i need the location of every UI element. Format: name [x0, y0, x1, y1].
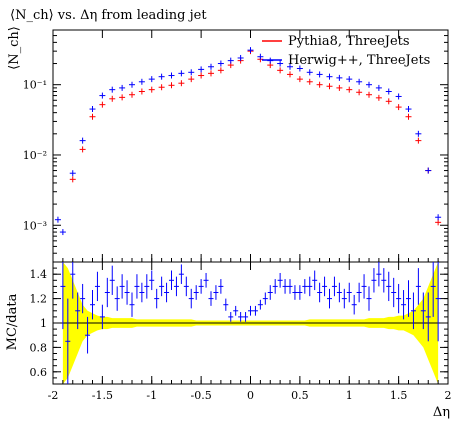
x-tick-label: -0.5	[191, 389, 212, 402]
ratio-data-points	[60, 262, 441, 384]
x-tick-label: 2	[445, 389, 452, 402]
main-y-ticks: 10⁻³ 10⁻² 10⁻¹	[23, 35, 448, 263]
ratio-y-ticks: 0.6 0.8 1 1.2 1.4	[30, 267, 448, 379]
x-tick-label: 1.5	[390, 389, 408, 402]
main-y-tick-label: 10⁻³	[23, 219, 47, 232]
x-tick-label: -1	[146, 389, 157, 402]
main-title: ⟨N_ch⟩ vs. Δη from leading jet	[10, 8, 207, 23]
main-y-tick-label: 10⁻²	[23, 149, 47, 162]
legend-label-herwig: Herwig++, ThreeJets	[288, 53, 430, 68]
x-tick-label: 1	[346, 389, 353, 402]
x-tick-label: -1.5	[92, 389, 113, 402]
ratio-y-tick-label: 1	[40, 317, 47, 330]
ratio-y-tick-label: 0.8	[30, 341, 48, 354]
main-y-axis-label: ⟨N_ch⟩	[7, 26, 22, 70]
x-ticks: -2 -1.5 -1 -0.5 0 0.5 1 1.5 2	[48, 30, 452, 402]
x-tick-label: 0	[247, 389, 254, 402]
ratio-y-tick-label: 1.2	[30, 293, 48, 306]
x-axis-label: Δη	[433, 405, 450, 420]
main-y-tick-label: 10⁻¹	[23, 79, 47, 92]
main-data-points	[54, 47, 442, 236]
ratio-y-tick-label: 1.4	[30, 268, 48, 281]
legend: Pythia8, ThreeJets Herwig++, ThreeJets	[262, 34, 430, 68]
ratio-y-axis-label: MC/data	[5, 293, 20, 350]
x-tick-label: -2	[48, 389, 59, 402]
ratio-y-tick-label: 0.6	[30, 366, 48, 379]
legend-label-pythia8: Pythia8, ThreeJets	[288, 34, 410, 49]
x-tick-label: 0.5	[291, 389, 309, 402]
